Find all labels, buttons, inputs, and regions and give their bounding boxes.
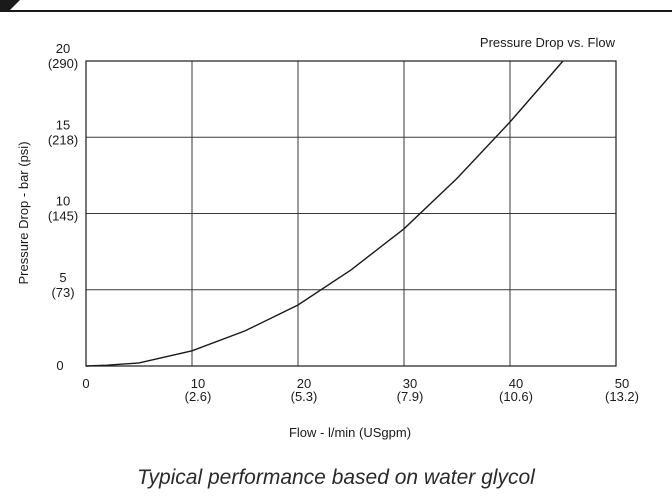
- chart-caption: Typical performance based on water glyco…: [137, 466, 535, 489]
- chart-title: Pressure Drop vs. Flow: [480, 35, 616, 50]
- y-tick-label: 0: [56, 358, 63, 373]
- grid-lines: [86, 61, 616, 366]
- x-axis-ticks: 0 10(2.6) 20(5.3) 30(7.9) 40(10.6) 50(13.2): [82, 376, 639, 404]
- y-tick-sublabel: (290): [48, 56, 78, 71]
- frame-corner: [0, 0, 20, 12]
- x-tick-label: 40: [509, 376, 523, 391]
- x-tick-sublabel: (5.3): [291, 389, 318, 404]
- x-tick-label: 10: [191, 376, 205, 391]
- y-tick-sublabel: (218): [48, 132, 78, 147]
- y-tick-sublabel: (145): [48, 209, 78, 224]
- y-tick-label: 20: [56, 41, 70, 56]
- x-tick-label: 0: [82, 376, 89, 391]
- x-tick-label: 30: [403, 376, 417, 391]
- y-tick-label: 5: [59, 270, 66, 285]
- x-tick-label: 20: [297, 376, 311, 391]
- x-tick-label: 50: [615, 376, 629, 391]
- plot-area-frame: [85, 60, 617, 367]
- x-tick-sublabel: (2.6): [185, 389, 212, 404]
- y-tick-label: 10: [56, 194, 70, 209]
- y-axis-ticks: 0 5(73) 10(145) 15(218) 20(290): [48, 41, 78, 373]
- pressure-drop-chart: Pressure Drop vs. Flow 0 10(2.6)20(5.3)30…: [16, 35, 639, 440]
- y-axis-label: Pressure Drop - bar (psi): [16, 141, 31, 284]
- x-tick-sublabel: (10.6): [499, 389, 533, 404]
- series-line: [85, 60, 564, 367]
- x-tick-sublabel: (13.2): [605, 389, 639, 404]
- y-tick-label: 15: [56, 117, 70, 132]
- y-tick-sublabel: (73): [51, 285, 74, 300]
- x-tick-sublabel: (7.9): [397, 389, 424, 404]
- x-axis-label: Flow - l/min (USgpm): [289, 425, 411, 440]
